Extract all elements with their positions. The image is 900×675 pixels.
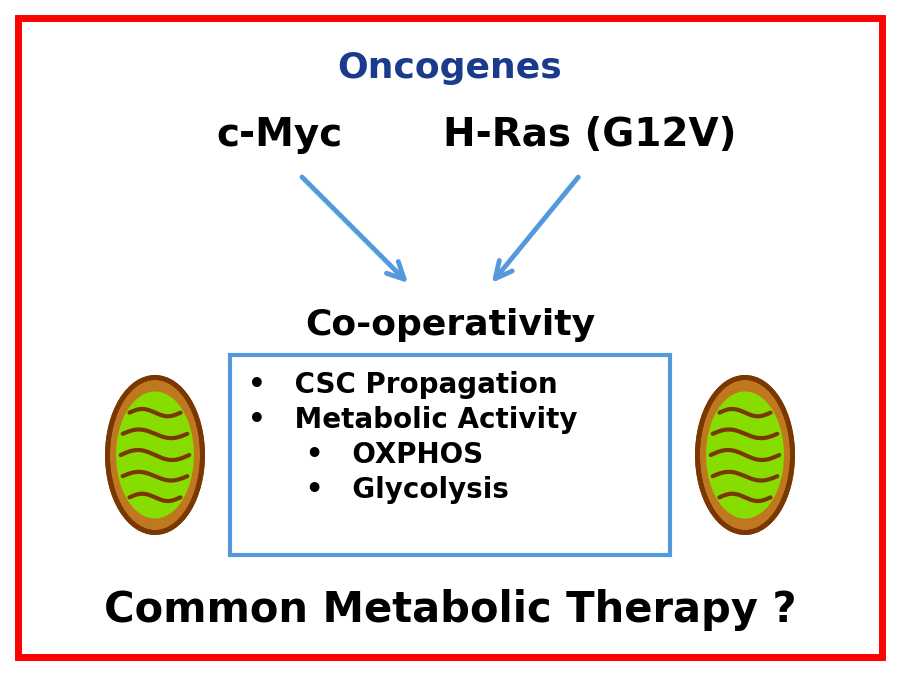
Ellipse shape (107, 377, 202, 533)
FancyBboxPatch shape (18, 18, 882, 657)
FancyBboxPatch shape (230, 355, 670, 555)
Text: •   Glycolysis: • Glycolysis (248, 476, 508, 504)
Text: c-Myc: c-Myc (217, 116, 343, 154)
Text: •   Metabolic Activity: • Metabolic Activity (248, 406, 578, 434)
Text: Common Metabolic Therapy ?: Common Metabolic Therapy ? (104, 589, 796, 631)
Ellipse shape (706, 392, 784, 518)
Text: •   OXPHOS: • OXPHOS (248, 441, 483, 469)
Text: H-Ras (G12V): H-Ras (G12V) (443, 116, 737, 154)
Text: Oncogenes: Oncogenes (338, 51, 562, 85)
Text: •   CSC Propagation: • CSC Propagation (248, 371, 558, 399)
Ellipse shape (116, 392, 194, 518)
Text: Co-operativity: Co-operativity (305, 308, 595, 342)
Ellipse shape (698, 377, 793, 533)
